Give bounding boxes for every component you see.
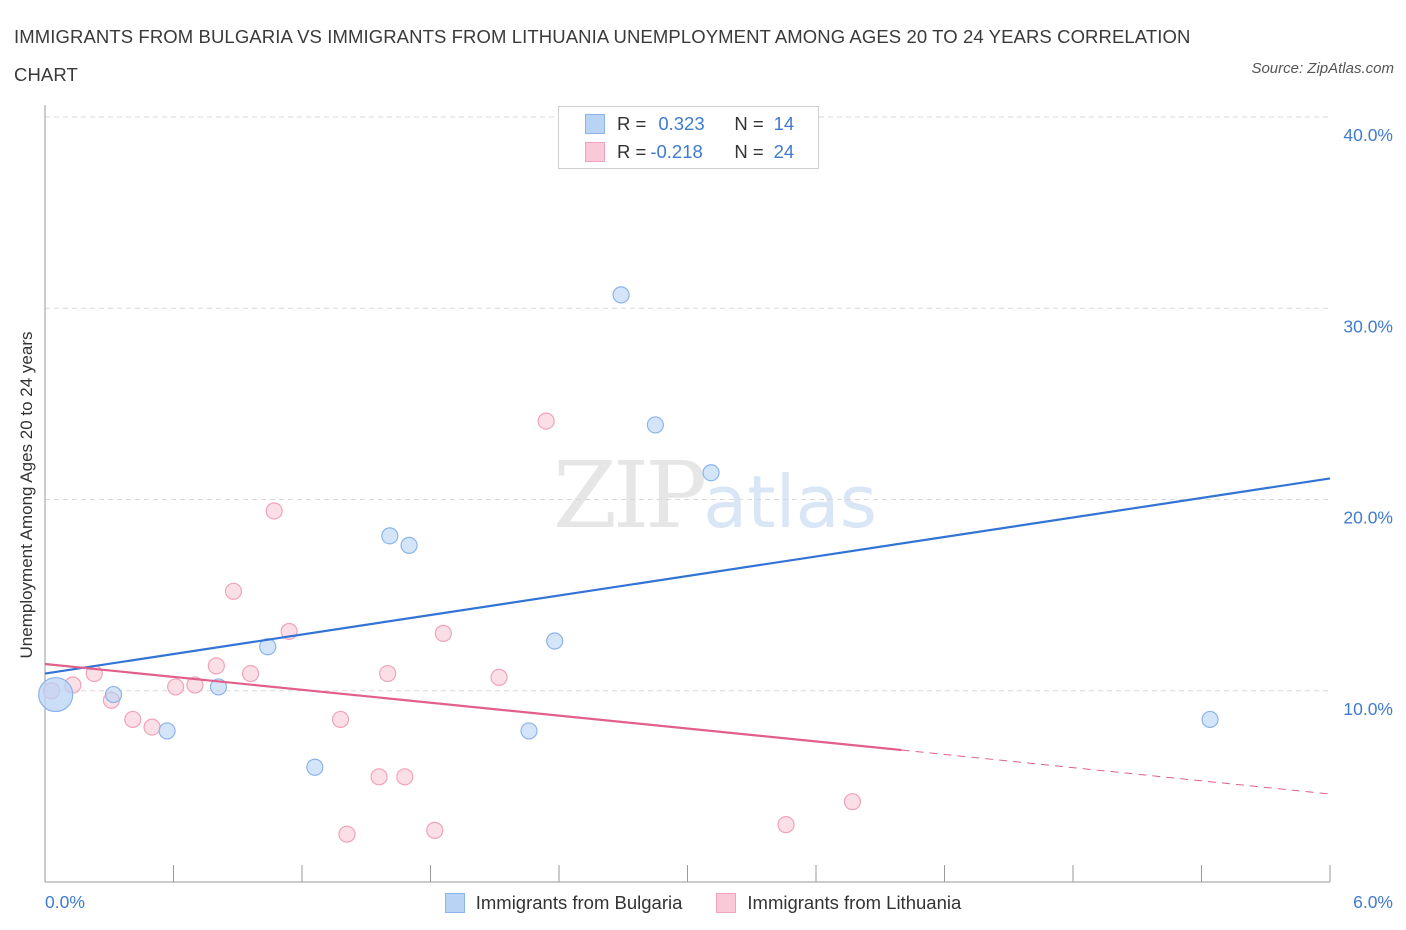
lithuania-point [186,676,204,694]
lithuania-point [207,657,225,675]
legend-n-value: 14 [773,113,795,134]
bulgaria-trendline [44,477,1331,675]
legend-r-label: R = [617,141,647,162]
lithuania-point [434,624,452,642]
bulgaria-swatch [444,893,465,913]
bulgaria-point [646,416,664,434]
bulgaria-point [209,678,228,696]
lithuania-point [777,816,795,834]
watermark: ZIPatlas [553,442,877,549]
legend-n-label: N = [734,113,764,134]
lithuania-point [426,821,444,839]
legend-r-label: R = [617,113,647,134]
lithuania-point [379,664,397,683]
watermark-zip: ZIP [553,442,707,549]
bulgaria-point [104,685,123,704]
lithuania-point [338,825,356,843]
y-axis-label: Unemployment Among Ages 20 to 24 years [17,331,36,659]
lithuania-point [224,582,243,600]
legend-r-value: 0.323 [658,113,705,134]
chart-title: IMMIGRANTS FROM BULGARIA VS IMMIGRANTS F… [14,26,1191,85]
bulgaria-point [381,527,399,545]
lithuania-point [490,668,508,686]
y-tick-label: 10.0% [1343,699,1393,719]
lithuania-trendline [44,662,902,752]
legend-label-bulgaria: Immigrants from Bulgaria [475,892,683,913]
lithuania-point [537,412,555,430]
legend-row-bulgaria: R = 0.323 N = 14 [585,111,794,137]
legend-label-lithuania: Immigrants from Lithuania [747,892,962,913]
bulgaria-point [520,722,538,740]
series-legend: Immigrants from Bulgaria Immigrants from… [0,890,1406,916]
bulgaria-point [702,464,720,482]
y-tick-label: 40.0% [1343,125,1393,145]
legend-r-value: -0.218 [650,141,703,162]
correlation-legend: R = 0.323 N = 14 R = -0.218 N = 24 [558,106,819,169]
bulgaria-point [306,758,324,776]
bulgaria-point [400,536,418,555]
bulgaria-point [612,286,630,304]
bulgaria-point [158,722,176,740]
x-tick-label: 0.0% [45,892,85,912]
bulgaria-point [38,676,74,713]
lithuania-point [265,502,283,520]
lithuania-swatch [716,893,737,913]
watermark-atlas: atlas [703,460,878,544]
y-tick-label: 20.0% [1343,508,1393,528]
legend-item-lithuania: Immigrants from Lithuania [716,892,961,914]
bulgaria-point [1201,710,1219,729]
lithuania-trendline-extension [901,749,1331,795]
x-tick-label: 6.0% [1353,892,1393,912]
lithuania-point [843,793,862,811]
lithuania-point [396,768,414,786]
lithuania-point [331,710,350,729]
source-credit: Source: ZipAtlas.com [1251,60,1394,77]
lithuania-point [143,718,161,736]
bulgaria-point [546,632,564,650]
legend-n-value: 24 [773,141,795,162]
legend-item-bulgaria: Immigrants from Bulgaria [444,892,683,914]
legend-n-label: N = [734,141,764,162]
lithuania-point [242,664,260,683]
y-tick-label: 30.0% [1343,316,1393,336]
bulgaria-swatch [585,114,605,134]
lithuania-swatch [585,142,605,162]
lithuania-point [167,678,185,696]
legend-row-lithuania: R = -0.218 N = 24 [585,139,794,165]
lithuania-point [124,710,142,729]
lithuania-point [370,768,388,786]
